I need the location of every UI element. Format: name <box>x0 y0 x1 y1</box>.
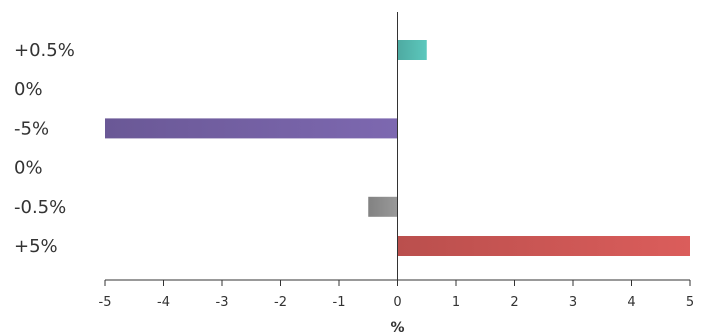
category-label: -0.5% <box>14 197 66 218</box>
x-axis-label: % <box>390 320 404 336</box>
x-tick-label: 0 <box>393 295 401 310</box>
bar <box>397 40 427 60</box>
x-tick-label: 2 <box>510 295 518 310</box>
category-labels-group: +0.5% 0% -5% 0% -0.5% +5% <box>14 40 75 257</box>
category-label: +5% <box>14 236 58 257</box>
x-tick-label: -5 <box>99 295 112 310</box>
x-tick-label: 4 <box>627 295 635 310</box>
category-label: 0% <box>14 158 43 179</box>
x-tick-label: 3 <box>569 295 577 310</box>
category-label: +0.5% <box>14 40 75 61</box>
x-tick-label: 1 <box>452 295 460 310</box>
bars-group <box>105 40 690 256</box>
x-tick-label: -2 <box>274 295 287 310</box>
x-tick-label: -1 <box>333 295 346 310</box>
x-ticks-group: -5 -4 -3 -2 -1 0 1 2 3 4 5 <box>99 280 694 310</box>
bar <box>105 118 398 139</box>
bar <box>397 236 690 256</box>
category-label: -5% <box>14 118 49 139</box>
category-label: 0% <box>14 79 43 100</box>
x-tick-label: 5 <box>686 295 694 310</box>
bar <box>368 196 398 217</box>
x-tick-label: -3 <box>216 295 229 310</box>
x-tick-label: -4 <box>157 295 170 310</box>
